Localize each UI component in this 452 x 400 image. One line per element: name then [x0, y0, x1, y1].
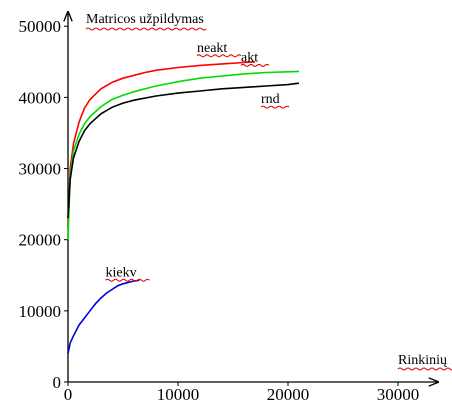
series-label-akt: akt	[241, 50, 258, 65]
x-axis-label: Rinkinių	[398, 353, 447, 368]
series-label-rnd: rnd	[261, 92, 280, 107]
series-label-spellcheck-underline	[260, 105, 290, 109]
y-tick-label: 40000	[19, 88, 62, 107]
x-tick-label: 30000	[377, 385, 420, 400]
x-tick-label: 20000	[267, 385, 310, 400]
series-line-neakt	[67, 61, 256, 226]
y-tick-label: 20000	[19, 231, 62, 250]
y-axis-label-spellcheck-underline	[85, 27, 207, 31]
y-tick-label: 50000	[19, 17, 62, 36]
x-tick-label: 10000	[157, 385, 200, 400]
y-tick-label: 0	[53, 373, 62, 392]
y-tick-label: 30000	[19, 160, 62, 179]
y-axis-label: Matricos užpildymas	[86, 12, 204, 27]
series-label-kiekv: kiekv	[106, 265, 137, 280]
series-label-spellcheck-underline	[105, 278, 150, 282]
x-tick-label: 0	[64, 385, 73, 400]
series-line-akt	[67, 70, 300, 240]
y-tick-label: 10000	[19, 302, 62, 321]
series-label-spellcheck-underline	[240, 63, 270, 67]
series-line-kiekv	[67, 279, 140, 354]
series-label-neakt: neakt	[197, 41, 227, 56]
x-axis-label-spellcheck-underline	[397, 367, 452, 371]
series-label-spellcheck-underline	[196, 54, 242, 58]
series-line-rnd	[67, 82, 300, 219]
